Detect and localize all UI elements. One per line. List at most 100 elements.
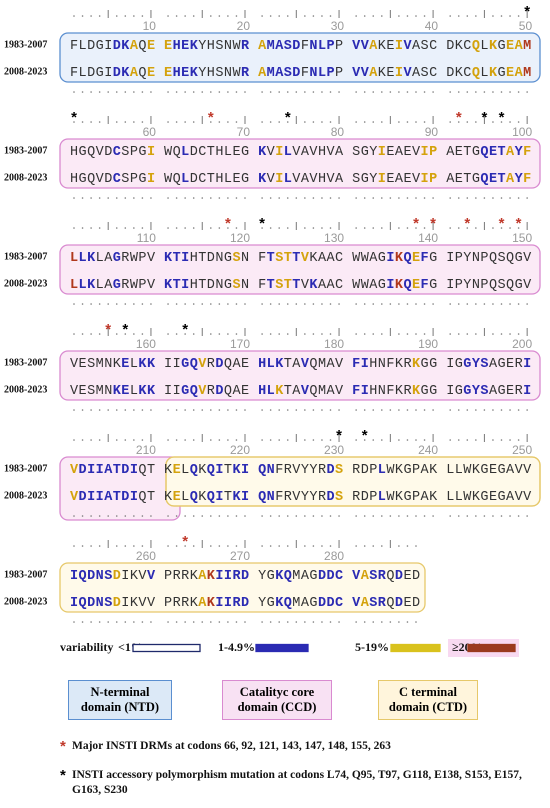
ruler-dot	[107, 621, 109, 623]
domain-box	[59, 244, 541, 295]
ruler-dot	[483, 91, 486, 93]
ruler-dot	[483, 303, 486, 305]
ruler-dot	[167, 15, 169, 17]
ruler-dot	[175, 121, 178, 123]
ruler-dot	[355, 545, 357, 547]
ruler-dot	[329, 91, 332, 93]
mutation-marker: *	[499, 109, 505, 126]
ruler-dot	[141, 545, 144, 547]
ruler-dot	[90, 15, 92, 17]
ruler-dot	[73, 15, 75, 17]
ruler-dot	[286, 515, 289, 517]
ruler-dot	[244, 91, 246, 93]
ruler-dot	[124, 91, 127, 93]
ruler-dot	[492, 227, 494, 229]
ruler-dot	[278, 303, 281, 305]
ruler-dot	[415, 621, 417, 623]
ruler-dot	[227, 621, 229, 623]
ruler-dot	[286, 545, 289, 547]
ruler-dot	[210, 439, 212, 441]
ruler-dot	[133, 439, 135, 441]
ruler-dot	[432, 197, 434, 199]
mutation-marker: *	[208, 109, 214, 126]
ruler-dot	[338, 91, 340, 93]
ruler-dot	[90, 91, 92, 93]
row-label: 2008-2023	[4, 384, 47, 395]
ruler-dot	[184, 91, 186, 93]
ruler-dot	[363, 121, 366, 123]
ruler-dot	[278, 409, 281, 411]
ruler-dot	[90, 409, 92, 411]
ruler-dot	[475, 333, 477, 335]
ruler-dot	[423, 333, 426, 335]
ruler-dot	[227, 227, 229, 229]
ruler-dot	[406, 545, 409, 547]
ruler-dot	[90, 303, 92, 305]
ruler-dot	[398, 515, 400, 517]
ruler-dot	[141, 621, 144, 623]
ruler-dot	[449, 227, 452, 229]
ruler-dot	[381, 197, 383, 199]
ruler-dot	[150, 91, 152, 93]
ruler-dot	[192, 409, 195, 411]
ruler-dot	[398, 409, 400, 411]
ruler-dot	[73, 333, 75, 335]
ruler-dot	[449, 15, 452, 17]
ruler-dot	[500, 333, 503, 335]
ruler-dot	[133, 515, 135, 517]
ruler-number: 10	[143, 19, 157, 33]
sequence: LLKLAGRWPV KTIHTDNGSN FTSTTVKAAC WWAGIKQEFG…	[70, 278, 532, 293]
ruler-dot	[492, 333, 494, 335]
ruler-dot	[167, 333, 169, 335]
ruler-dot	[415, 409, 417, 411]
ruler-dot	[73, 439, 75, 441]
ruler-dot	[218, 197, 221, 199]
ruler-dot	[295, 303, 298, 305]
ruler-dot	[312, 121, 315, 123]
ruler-dot	[90, 333, 92, 335]
mutation-marker: *	[464, 215, 470, 232]
ruler-dot	[98, 409, 101, 411]
ruler-dot	[261, 227, 263, 229]
ruler-dot	[286, 409, 289, 411]
ruler-dot	[449, 409, 452, 411]
ruler-dot	[329, 439, 332, 441]
ruler-dot	[500, 409, 503, 411]
ruler-dot	[321, 333, 323, 335]
ruler-dot	[526, 303, 528, 305]
ruler-dot	[363, 333, 366, 335]
ruler-dot	[286, 91, 289, 93]
ruler-dot	[269, 545, 272, 547]
ruler-dot	[389, 515, 392, 517]
ruler-dot	[509, 333, 511, 335]
ruler-dot	[304, 439, 306, 441]
ruler-dot	[363, 439, 366, 441]
ruler-dot	[517, 227, 520, 229]
ruler-dot	[398, 91, 400, 93]
ruler-dot	[517, 409, 520, 411]
ruler-dot	[286, 227, 289, 229]
ruler-dot	[509, 91, 511, 93]
ruler-dot	[381, 439, 383, 441]
ruler-dot	[286, 121, 289, 123]
ruler-dot	[235, 545, 238, 547]
ruler-dot	[423, 439, 426, 441]
ruler-dot	[150, 197, 152, 199]
ruler-dot	[278, 439, 281, 441]
ruler-dot	[509, 121, 511, 123]
ruler-dot	[286, 439, 289, 441]
ruler-number: 150	[512, 231, 532, 245]
ruler-dot	[329, 545, 332, 547]
ruler-dot	[90, 121, 92, 123]
ruler-dot	[466, 227, 469, 229]
ruler-dot	[286, 197, 289, 199]
ruler-dot	[466, 15, 469, 17]
ruler-dot	[517, 515, 520, 517]
ruler-dot	[184, 439, 186, 441]
ruler-dot	[295, 197, 298, 199]
ruler-dot	[372, 621, 375, 623]
ruler-dot	[192, 303, 195, 305]
ruler-dot	[355, 439, 357, 441]
ruler-dot	[235, 15, 238, 17]
ruler-dot	[269, 333, 272, 335]
